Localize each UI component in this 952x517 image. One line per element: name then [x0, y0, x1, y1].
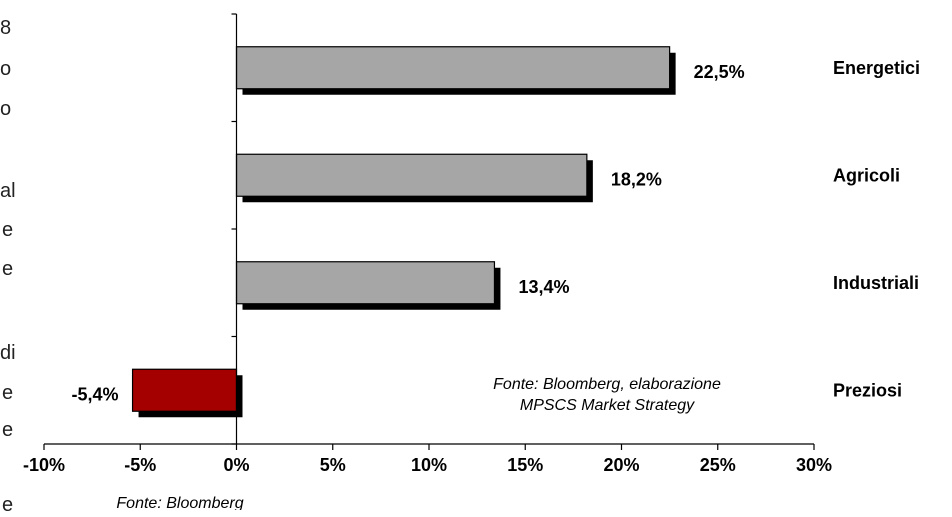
- chart-annotation-line-1: Fonte: Bloomberg, elaborazione: [493, 376, 721, 393]
- data-label: 13,4%: [518, 277, 569, 297]
- data-label: 18,2%: [611, 169, 662, 189]
- x-tick-label: 5%: [320, 455, 346, 475]
- x-tick-label: 10%: [411, 455, 447, 475]
- x-tick-label: 15%: [507, 455, 543, 475]
- bar: [235, 153, 588, 197]
- category-label: Industriali: [833, 273, 919, 293]
- text-fragment: di: [0, 342, 16, 364]
- text-fragment: e: [2, 219, 14, 241]
- x-tick-label: -5%: [124, 455, 156, 475]
- x-tick-label: 20%: [603, 455, 639, 475]
- bar: [235, 46, 671, 90]
- source-note: Fonte: Bloomberg: [116, 495, 243, 510]
- category-label: Agricoli: [833, 165, 900, 185]
- text-fragment: 8: [0, 17, 12, 39]
- text-fragment: e: [2, 419, 14, 441]
- x-tick-label: -10%: [23, 455, 65, 475]
- x-tick-label: 25%: [700, 455, 736, 475]
- x-tick-label: 0%: [223, 455, 249, 475]
- category-label: Preziosi: [833, 380, 902, 400]
- x-tick-label: 30%: [796, 455, 832, 475]
- bar: [131, 368, 238, 412]
- text-fragment: e: [2, 494, 14, 516]
- text-fragment: e: [2, 258, 14, 280]
- text-fragment: e: [2, 382, 14, 404]
- data-label: -5,4%: [72, 384, 119, 404]
- text-fragment: al: [0, 180, 16, 202]
- chart-annotation-line-2: MPSCS Market Strategy: [520, 397, 695, 414]
- category-label: Energetici: [833, 58, 920, 78]
- data-label: 22,5%: [694, 62, 745, 82]
- text-fragment: o: [0, 98, 12, 120]
- text-fragment: o: [0, 58, 12, 80]
- bar: [235, 261, 496, 305]
